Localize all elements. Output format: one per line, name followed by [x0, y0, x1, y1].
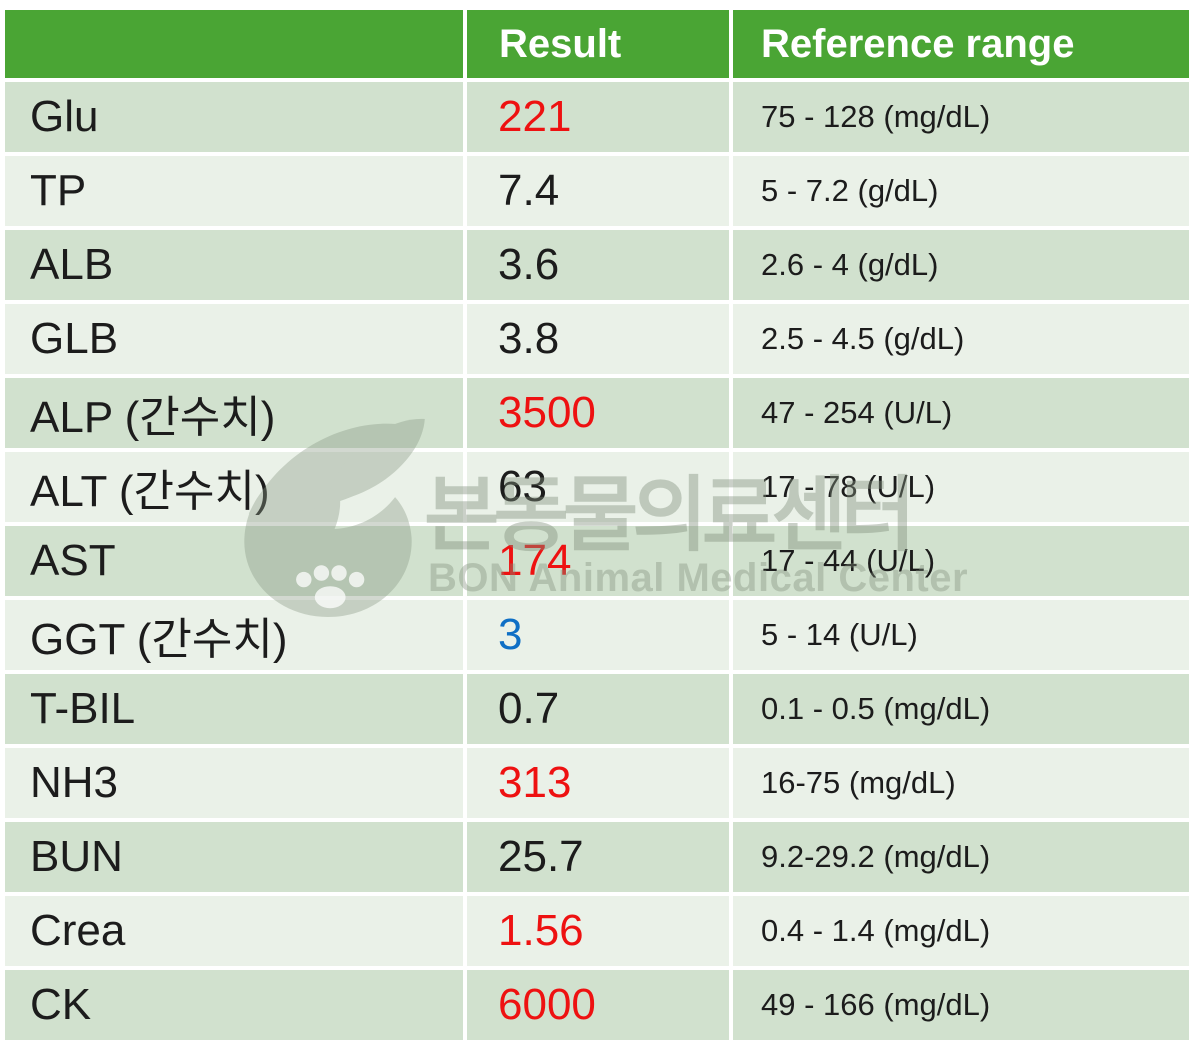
- test-name-cell: BUN: [5, 822, 463, 892]
- header-test-cell: [5, 10, 463, 78]
- test-name-cell: ALT (간수치): [5, 452, 463, 522]
- table-row: ALP (간수치) 3500 47 - 254 (U/L): [5, 378, 1189, 448]
- result-cell: 313: [467, 748, 729, 818]
- header-result-cell: Result: [467, 10, 729, 78]
- result-cell: 63: [467, 452, 729, 522]
- table-row: CK 6000 49 - 166 (mg/dL): [5, 970, 1189, 1040]
- lab-results-table: Result Reference range Glu 221 75 - 128 …: [1, 6, 1193, 1042]
- test-name-cell: ALB: [5, 230, 463, 300]
- test-name-cell: T-BIL: [5, 674, 463, 744]
- table-row: Crea 1.56 0.4 - 1.4 (mg/dL): [5, 896, 1189, 966]
- reference-range-cell: 2.6 - 4 (g/dL): [733, 230, 1189, 300]
- table-row: ALB 3.6 2.6 - 4 (g/dL): [5, 230, 1189, 300]
- lab-table-body: Glu 221 75 - 128 (mg/dL) TP 7.4 5 - 7.2 …: [5, 82, 1189, 1040]
- header-reference-cell: Reference range: [733, 10, 1189, 78]
- reference-range-cell: 2.5 - 4.5 (g/dL): [733, 304, 1189, 374]
- table-header-row: Result Reference range: [5, 10, 1189, 78]
- test-name-cell: AST: [5, 526, 463, 596]
- result-cell: 221: [467, 82, 729, 152]
- test-name-cell: NH3: [5, 748, 463, 818]
- table-row: ALT (간수치) 63 17 - 78 (U/L): [5, 452, 1189, 522]
- table-row: AST 174 17 - 44 (U/L): [5, 526, 1189, 596]
- reference-range-cell: 17 - 44 (U/L): [733, 526, 1189, 596]
- test-name-cell: Crea: [5, 896, 463, 966]
- reference-range-cell: 49 - 166 (mg/dL): [733, 970, 1189, 1040]
- result-cell: 174: [467, 526, 729, 596]
- table-row: GLB 3.8 2.5 - 4.5 (g/dL): [5, 304, 1189, 374]
- result-cell: 0.7: [467, 674, 729, 744]
- reference-range-cell: 75 - 128 (mg/dL): [733, 82, 1189, 152]
- result-cell: 3: [467, 600, 729, 670]
- table-row: T-BIL 0.7 0.1 - 0.5 (mg/dL): [5, 674, 1189, 744]
- reference-range-cell: 0.1 - 0.5 (mg/dL): [733, 674, 1189, 744]
- reference-range-cell: 47 - 254 (U/L): [733, 378, 1189, 448]
- test-name-cell: Glu: [5, 82, 463, 152]
- result-cell: 3.6: [467, 230, 729, 300]
- reference-range-cell: 9.2-29.2 (mg/dL): [733, 822, 1189, 892]
- table-row: NH3 313 16-75 (mg/dL): [5, 748, 1189, 818]
- table-row: GGT (간수치) 3 5 - 14 (U/L): [5, 600, 1189, 670]
- test-name-cell: TP: [5, 156, 463, 226]
- test-name-cell: GLB: [5, 304, 463, 374]
- result-cell: 7.4: [467, 156, 729, 226]
- result-cell: 25.7: [467, 822, 729, 892]
- reference-range-cell: 5 - 7.2 (g/dL): [733, 156, 1189, 226]
- result-cell: 3500: [467, 378, 729, 448]
- result-cell: 3.8: [467, 304, 729, 374]
- table-row: TP 7.4 5 - 7.2 (g/dL): [5, 156, 1189, 226]
- test-name-cell: CK: [5, 970, 463, 1040]
- reference-range-cell: 16-75 (mg/dL): [733, 748, 1189, 818]
- result-cell: 1.56: [467, 896, 729, 966]
- test-name-cell: GGT (간수치): [5, 600, 463, 670]
- reference-range-cell: 17 - 78 (U/L): [733, 452, 1189, 522]
- table-row: Glu 221 75 - 128 (mg/dL): [5, 82, 1189, 152]
- reference-range-cell: 0.4 - 1.4 (mg/dL): [733, 896, 1189, 966]
- result-cell: 6000: [467, 970, 729, 1040]
- test-name-cell: ALP (간수치): [5, 378, 463, 448]
- table-row: BUN 25.7 9.2-29.2 (mg/dL): [5, 822, 1189, 892]
- reference-range-cell: 5 - 14 (U/L): [733, 600, 1189, 670]
